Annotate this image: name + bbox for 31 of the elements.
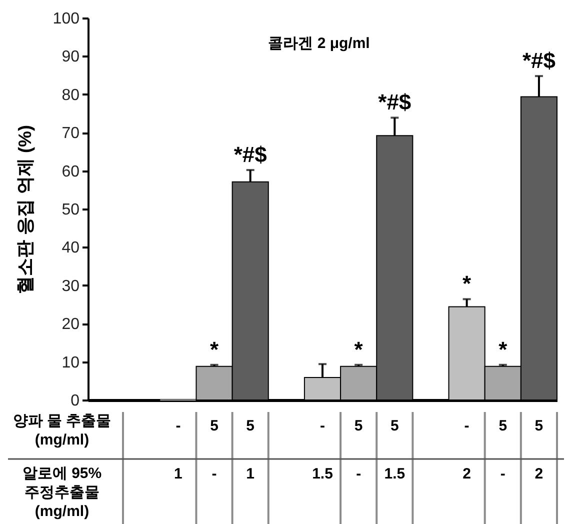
y-tick-label: 80	[62, 86, 80, 104]
y-tick-label: 50	[62, 202, 80, 218]
data-label: *	[462, 271, 472, 296]
data-label: *	[210, 336, 219, 362]
category-label: 5 1.5	[384, 418, 406, 482]
y-tick-label: 60	[62, 163, 80, 180]
y-tick-label: 70	[62, 125, 80, 142]
category-label: 5 2	[534, 418, 544, 482]
category-label: - 1.5	[312, 418, 333, 482]
text: 알로에 95% 주정추출물 (mg/ml)	[22, 465, 102, 520]
data-label: *#$	[522, 48, 556, 74]
category-label: 5 -	[210, 418, 218, 482]
category-label: 5 -	[498, 418, 508, 482]
y-tick-label: 40	[62, 240, 80, 257]
category-label: 5 -	[354, 418, 363, 482]
data-label: *#$	[378, 90, 412, 115]
y-tick-label: 0	[70, 392, 80, 410]
y-tick-label: 10	[62, 354, 80, 372]
category-label: 5 1	[246, 418, 255, 482]
category-label: - 1	[174, 418, 182, 482]
y-axis-title: 혈소판 응집 억제 (%)	[14, 125, 35, 294]
y-tick-label: 100	[52, 10, 80, 28]
y-tick-label: 20	[62, 316, 80, 334]
y-tick-label: 90	[62, 48, 80, 66]
data-label: *#$	[234, 142, 267, 168]
data-label: *	[354, 336, 364, 362]
text: 콜라겐 2 μg/ml	[268, 35, 370, 52]
category-label: - 2	[462, 418, 471, 482]
y-tick-label: 30	[62, 278, 80, 295]
data-label: *	[498, 336, 508, 362]
text: 양파 물 추출물 (mg/ml)	[12, 412, 112, 448]
